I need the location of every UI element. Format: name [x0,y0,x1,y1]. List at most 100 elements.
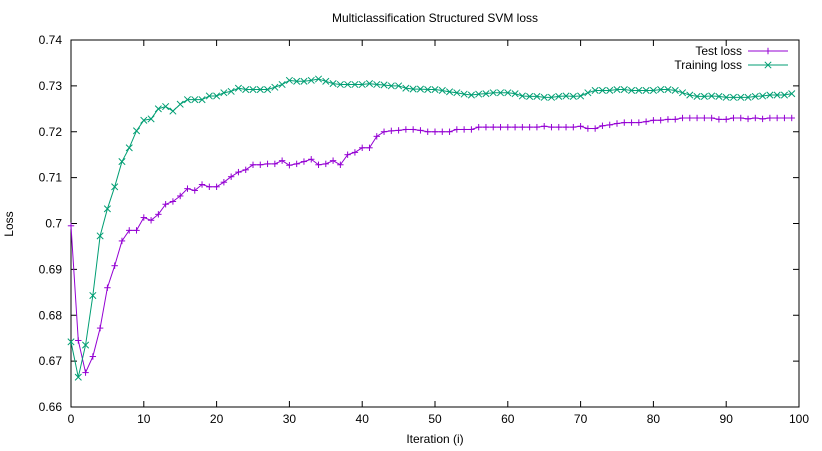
point-test-loss-58 [490,123,497,131]
point-training-loss-25 [249,85,257,94]
point-training-loss-1 [74,373,82,381]
point-training-loss-11 [147,115,155,123]
point-training-loss-7 [118,158,126,166]
point-test-loss-1 [75,337,82,344]
point-test-loss-24 [242,166,249,174]
point-test-loss-53 [453,126,461,133]
point-training-loss-50 [431,85,439,94]
point-training-loss-83 [671,86,679,95]
point-test-loss-15 [177,192,184,200]
point-training-loss-40 [358,80,366,89]
chart-title: Multiclassification Structured SVM loss [332,11,538,25]
point-test-loss-36 [329,157,337,164]
point-training-loss-64 [533,92,541,100]
point-training-loss-81 [657,85,665,94]
point-training-loss-91 [729,93,738,101]
point-training-loss-85 [686,91,694,99]
series-training-loss [67,75,796,381]
point-training-loss-60 [504,89,512,97]
point-training-loss-43 [380,81,388,89]
point-test-loss-60 [504,123,511,131]
point-test-loss-51 [439,128,446,135]
point-training-loss-71 [584,89,592,97]
point-test-loss-39 [351,149,359,156]
y-tick-label-5: 0.71 [39,171,63,185]
point-training-loss-17 [191,96,199,104]
x-tick-label-1: 10 [137,412,151,426]
point-test-loss-64 [533,123,541,131]
point-training-loss-78 [635,86,643,95]
point-training-loss-51 [438,86,446,95]
point-training-loss-27 [264,85,272,94]
point-test-loss-49 [424,128,431,135]
point-training-loss-47 [409,85,417,93]
y-axis-label: Loss [2,211,16,236]
series-line-test-loss [70,117,792,375]
point-training-loss-26 [256,85,264,94]
point-test-loss-74 [606,121,613,129]
point-training-loss-73 [598,86,606,95]
point-test-loss-52 [446,128,453,135]
x-tick-label-4: 40 [356,412,370,426]
point-test-loss-54 [460,126,468,133]
point-test-loss-71 [584,125,592,132]
point-training-loss-48 [416,85,424,93]
point-test-loss-65 [541,123,548,130]
point-training-loss-14 [169,107,177,115]
point-test-loss-87 [701,114,708,122]
point-training-loss-61 [511,90,519,98]
point-test-loss-75 [613,120,621,127]
point-training-loss-95 [759,92,767,100]
point-test-loss-35 [322,160,329,168]
x-tick-label-7: 70 [574,412,588,426]
point-training-loss-36 [329,80,337,88]
point-training-loss-69 [569,92,577,100]
series-test-loss [67,114,795,376]
point-test-loss-47 [409,126,417,133]
point-training-loss-15 [176,100,184,108]
point-test-loss-62 [519,123,526,131]
point-test-loss-84 [679,114,686,122]
point-test-loss-61 [511,123,519,131]
point-test-loss-83 [672,116,679,123]
point-test-loss-21 [220,179,228,186]
point-training-loss-38 [344,80,352,89]
point-test-loss-98 [781,114,788,122]
point-test-loss-59 [497,123,504,131]
point-training-loss-29 [278,80,286,89]
point-test-loss-0 [67,222,75,229]
point-training-loss-72 [591,86,599,95]
point-training-loss-87 [700,92,708,100]
point-training-loss-2 [82,341,90,349]
series-line-training-loss [70,78,792,378]
point-training-loss-89 [715,92,723,100]
point-training-loss-76 [620,85,628,94]
point-training-loss-37 [336,80,344,89]
point-training-loss-56 [475,90,483,98]
point-training-loss-18 [198,96,206,104]
x-tick-label-3: 30 [283,412,297,426]
point-test-loss-73 [599,122,606,129]
point-test-loss-77 [628,119,635,126]
x-tick-label-9: 90 [720,412,734,426]
point-test-loss-12 [155,211,162,218]
point-test-loss-55 [468,126,475,133]
point-test-loss-31 [293,160,300,168]
x-tick-label-10: 100 [789,412,809,426]
point-training-loss-39 [351,80,359,89]
y-tick-label-0: 0.66 [39,400,63,414]
point-training-loss-68 [562,92,570,100]
point-training-loss-32 [300,77,308,85]
point-test-loss-67 [555,123,562,131]
point-training-loss-6 [111,183,119,191]
point-test-loss-22 [227,173,235,180]
legend-label-training-loss: Training loss [674,58,742,72]
point-test-loss-56 [475,123,482,131]
point-test-loss-72 [591,125,599,132]
point-test-loss-82 [664,116,672,123]
point-training-loss-66 [547,93,556,101]
point-test-loss-76 [621,119,628,126]
y-tick-label-8: 0.74 [39,33,63,47]
point-test-loss-93 [744,115,752,123]
